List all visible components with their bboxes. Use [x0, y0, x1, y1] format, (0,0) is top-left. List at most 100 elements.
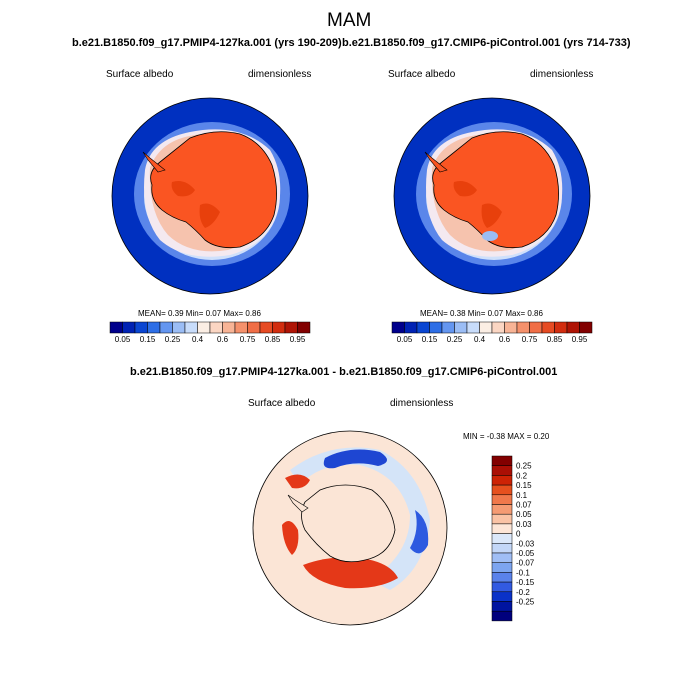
panel1-colorbar-label: 0.25: [165, 335, 181, 344]
panel1-colorbar-label: 0.85: [265, 335, 281, 344]
diff-colorbar-label: 0: [516, 530, 521, 539]
diff-colorbar-label: 0.1: [516, 491, 528, 500]
panel2-colorbar-label: 0.6: [499, 335, 511, 344]
panel2-colorbar-label: 0.75: [522, 335, 538, 344]
panel2-colorbar-swatch: [579, 321, 593, 334]
panel1-colorbar-swatch: [184, 321, 198, 334]
panel2-colorbar-swatch: [554, 321, 568, 334]
panel2-colorbar-swatch: [441, 321, 455, 334]
panel1-colorbar-swatch: [234, 321, 248, 334]
panel1-colorbar-label: 0.75: [240, 335, 256, 344]
panel2-variable-label: Surface albedo: [388, 69, 456, 80]
diff-title: b.e21.B1850.f09_g17.PMIP4-127ka.001 - b.…: [130, 366, 558, 378]
diff-colorbar-label: -0.05: [516, 549, 535, 558]
panel2-colorbar-swatch: [479, 321, 493, 334]
panel1-colorbar-swatch: [209, 321, 223, 334]
panel1-colorbar-swatch: [172, 321, 186, 334]
panel1-colorbar-label: 0.95: [290, 335, 306, 344]
panel2-weddell-ice: [453, 181, 477, 197]
panel2-colorbar-label: 0.95: [572, 335, 588, 344]
diff-colorbar-swatch: [491, 523, 513, 534]
panel2-ross-ice: [481, 203, 502, 228]
diff-colorbar-swatch: [491, 610, 513, 622]
diff-colorbar-label: -0.07: [516, 559, 535, 568]
diff-blue-arc-north: [323, 449, 388, 469]
panel1-colorbar-swatch: [159, 321, 173, 334]
panel2-colorbar-swatch: [391, 321, 405, 334]
diff-colorbar-label: 0.03: [516, 520, 532, 529]
diff-colorbar-label: 0.2: [516, 471, 528, 480]
diff-colorbar-swatch: [491, 475, 513, 486]
diff-colorbar: 0.250.20.150.10.070.050.030-0.03-0.05-0.…: [491, 455, 535, 622]
diff-colorbar-swatch: [491, 591, 513, 602]
panel1-antarctica: [150, 131, 277, 249]
diff-antarctica: [301, 484, 396, 563]
panel2-colorbar-swatch: [529, 321, 543, 334]
panel1-colorbar-label: 0.05: [115, 335, 131, 344]
diff-stats: MIN = -0.38 MAX = 0.20: [463, 432, 550, 441]
diff-colorbar-swatch: [491, 465, 513, 476]
panel2-stats: MEAN= 0.38 Min= 0.07 Max= 0.86: [420, 309, 543, 318]
panel2-colorbar-label: 0.05: [397, 335, 413, 344]
panel2-colorbar-swatch: [541, 321, 555, 334]
panel1-colorbar-swatch: [222, 321, 236, 334]
diff-colorbar-swatch: [491, 455, 513, 466]
diff-colorbar-swatch: [491, 504, 513, 515]
panel1-map: [111, 97, 309, 295]
panel1-variable-label: Surface albedo: [106, 69, 174, 80]
panel2-colorbar-swatch: [466, 321, 480, 334]
panel2-ross-sea-patch: [482, 231, 498, 241]
panel2-map: [393, 97, 591, 295]
diff-red-south: [303, 557, 398, 589]
panel2-colorbar-swatch: [454, 321, 468, 334]
panel1-colorbar-label: 0.4: [192, 335, 204, 344]
diff-colorbar-swatch: [491, 543, 513, 554]
diff-colorbar-label: -0.2: [516, 588, 530, 597]
diff-colorbar-label: -0.15: [516, 578, 535, 587]
panel2-colorbar-swatch: [491, 321, 505, 334]
diff-colorbar-swatch: [491, 484, 513, 496]
panel2-peninsula: [424, 151, 448, 173]
panel1-units-label: dimensionless: [248, 69, 312, 80]
diff-colorbar-label: -0.03: [516, 539, 535, 548]
panel1-colorbar-swatch: [272, 321, 286, 334]
diff-variable-label: Surface albedo: [248, 398, 316, 409]
diff-map: [252, 430, 448, 626]
diff-colorbar-label: 0.25: [516, 462, 532, 471]
panel1-colorbar-swatch: [147, 321, 161, 334]
panel2-case-title: b.e21.B1850.f09_g17.CMIP6-piControl.001 …: [342, 37, 631, 49]
panel2-colorbar-swatch: [404, 321, 418, 334]
diff-colorbar-label: 0.07: [516, 501, 532, 510]
figure-title: MAM: [327, 10, 372, 31]
panel2-units-label: dimensionless: [530, 69, 594, 80]
panel1-colorbar-swatch: [247, 321, 261, 334]
panel1-colorbar-label: 0.6: [217, 335, 229, 344]
panel1-ross-ice: [199, 203, 220, 228]
panel2-colorbar-swatch: [429, 321, 443, 334]
diff-colorbar-swatch: [491, 581, 513, 593]
panel2-colorbar-label: 0.25: [447, 335, 463, 344]
diff-colorbar-label: 0.15: [516, 481, 532, 490]
diff-colorbar-swatch: [491, 572, 513, 583]
diff-colorbar-swatch: [491, 533, 513, 544]
panel1-weddell-ice: [171, 181, 195, 197]
panel1-colorbar-swatch: [109, 321, 123, 334]
panel2-colorbar-swatch: [566, 321, 580, 334]
panel2-colorbar-label: 0.4: [474, 335, 486, 344]
diff-colorbar-swatch: [491, 513, 513, 525]
panel1-colorbar-swatch: [284, 321, 298, 334]
panel1-peninsula: [142, 151, 166, 173]
panel1-case-title: b.e21.B1850.f09_g17.PMIP4-127ka.001 (yrs…: [72, 37, 342, 49]
diff-red-west: [282, 521, 299, 555]
panel2-colorbar-label: 0.85: [547, 335, 563, 344]
diff-peninsula: [287, 494, 309, 513]
diff-red-north: [285, 474, 310, 489]
diff-units-label: dimensionless: [390, 398, 454, 409]
diff-colorbar-label: -0.1: [516, 568, 530, 577]
diff-blue-arc-east: [410, 510, 429, 554]
diff-colorbar-swatch: [491, 601, 513, 612]
panel2-colorbar-swatch: [504, 321, 518, 334]
diff-colorbar-swatch: [491, 562, 513, 573]
panel1-colorbar-swatch: [122, 321, 136, 334]
